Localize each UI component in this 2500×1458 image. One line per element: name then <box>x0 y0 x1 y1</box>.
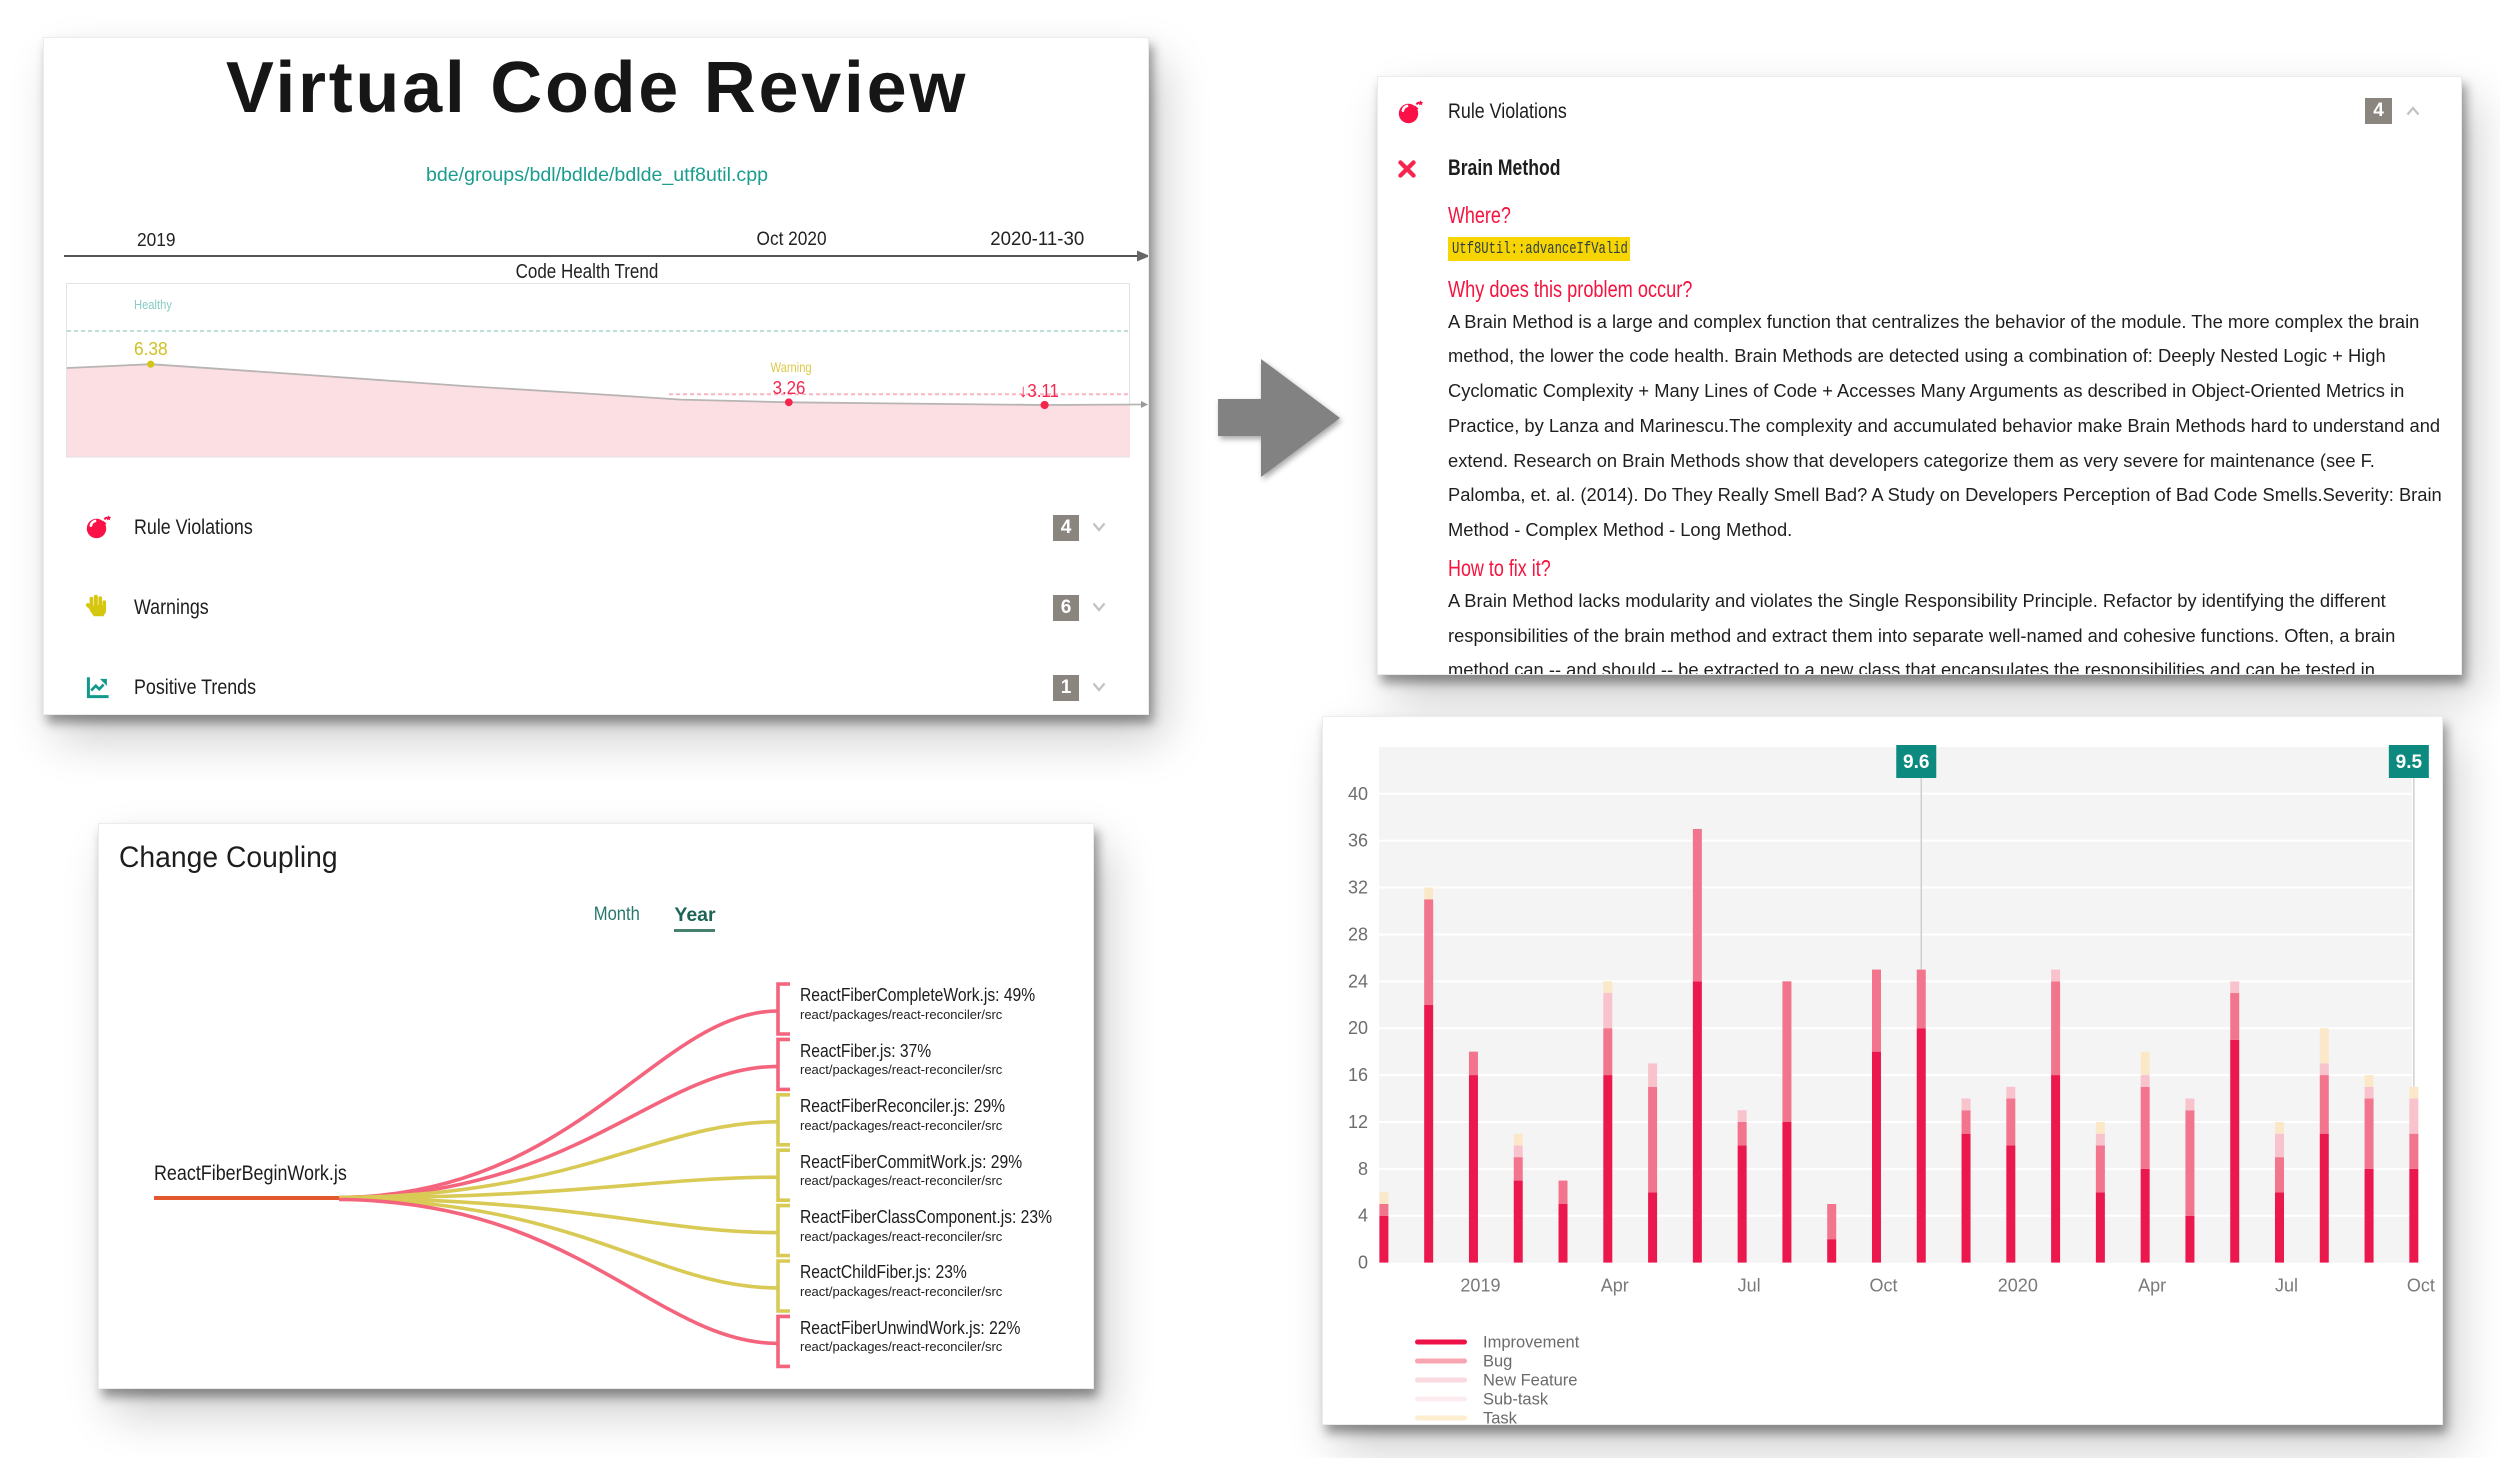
svg-text:24: 24 <box>1348 971 1368 991</box>
svg-text:16: 16 <box>1348 1065 1368 1085</box>
svg-text:Oct: Oct <box>2407 1275 2435 1295</box>
svg-text:2019: 2019 <box>1460 1275 1500 1295</box>
svg-text:Jul: Jul <box>1738 1275 1761 1295</box>
svg-text:12: 12 <box>1348 1112 1368 1132</box>
svg-text:2020: 2020 <box>1998 1275 2038 1295</box>
svg-text:0: 0 <box>1358 1253 1368 1273</box>
svg-text:Improvement: Improvement <box>1483 1334 1580 1352</box>
svg-text:Sub-task: Sub-task <box>1483 1391 1549 1409</box>
svg-text:New Feature: New Feature <box>1483 1372 1577 1390</box>
svg-text:32: 32 <box>1348 878 1368 898</box>
svg-text:Oct: Oct <box>1869 1275 1897 1295</box>
svg-text:Bug: Bug <box>1483 1353 1512 1371</box>
svg-text:20: 20 <box>1348 1018 1368 1038</box>
svg-text:Jul: Jul <box>2275 1275 2298 1295</box>
svg-text:28: 28 <box>1348 924 1368 944</box>
svg-text:36: 36 <box>1348 831 1368 851</box>
svg-text:9.6: 9.6 <box>1903 752 1929 773</box>
svg-text:4: 4 <box>1358 1206 1368 1226</box>
svg-text:40: 40 <box>1348 784 1368 804</box>
svg-text:Task: Task <box>1483 1410 1518 1426</box>
svg-text:Apr: Apr <box>1601 1275 1629 1295</box>
svg-text:8: 8 <box>1358 1159 1368 1179</box>
svg-text:Apr: Apr <box>2138 1275 2166 1295</box>
svg-text:9.5: 9.5 <box>2396 752 2423 773</box>
